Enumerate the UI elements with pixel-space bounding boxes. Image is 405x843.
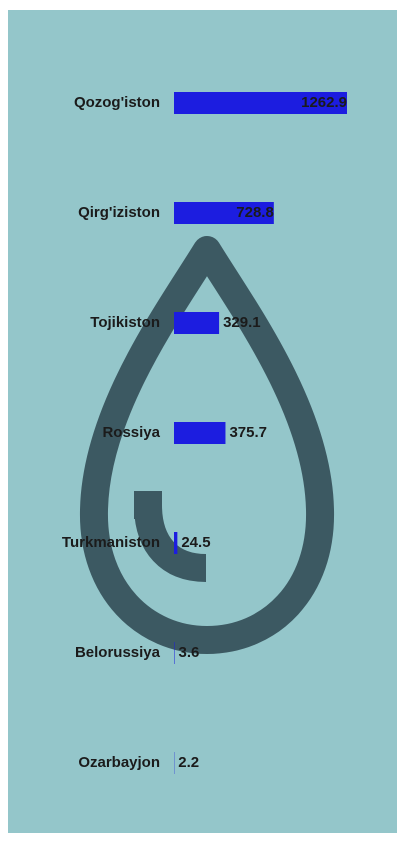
category-label: Qirg'iziston <box>78 204 160 221</box>
value-label: 2.2 <box>178 754 199 771</box>
bar <box>174 312 220 334</box>
category-label: Qozog'iston <box>74 94 160 111</box>
value-label: 3.6 <box>178 644 199 661</box>
category-label: Tojikiston <box>90 314 160 331</box>
category-label: Rossiya <box>102 424 160 441</box>
bar <box>174 202 274 224</box>
bar <box>174 422 226 444</box>
bar <box>174 532 178 554</box>
value-label: 24.5 <box>181 534 210 551</box>
value-label: 329.1 <box>223 314 261 331</box>
panel <box>8 10 397 833</box>
bar <box>174 92 347 114</box>
water-drop-icon <box>79 236 335 654</box>
category-label: Ozarbayjon <box>78 754 160 771</box>
value-label: 728.8 <box>236 204 274 221</box>
value-label: 1262.9 <box>301 94 347 111</box>
category-label: Turkmaniston <box>62 534 160 551</box>
category-label: Belorussiya <box>75 644 161 661</box>
value-label: 375.7 <box>229 424 267 441</box>
